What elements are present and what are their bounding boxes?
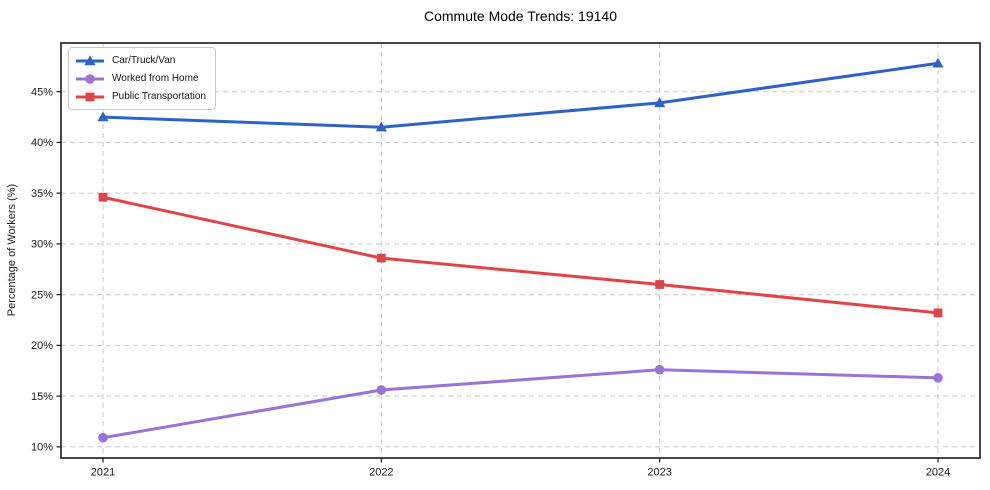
legend-square-icon bbox=[76, 92, 104, 101]
square-marker bbox=[376, 253, 386, 263]
triangle-marker bbox=[932, 57, 944, 68]
legend: Car/Truck/Van Worked from Home Public Tran… bbox=[68, 47, 216, 110]
y-tick-label: 30% bbox=[31, 239, 53, 251]
y-tick-label: 45% bbox=[31, 87, 53, 99]
series-line bbox=[101, 195, 940, 315]
circle-marker bbox=[933, 373, 943, 383]
legend-item: Public Transportation bbox=[76, 89, 206, 104]
series-line bbox=[101, 61, 940, 129]
x-tick-label: 2023 bbox=[647, 467, 671, 479]
triangle-marker bbox=[375, 121, 387, 132]
square-marker bbox=[85, 92, 95, 101]
circle-marker bbox=[654, 364, 665, 375]
triangle-marker bbox=[97, 111, 109, 122]
circle-marker bbox=[98, 432, 108, 443]
legend-label: Worked from Home bbox=[112, 73, 199, 84]
plot-frame bbox=[60, 42, 981, 459]
y-axis-label: Percentage of Workers (%) bbox=[6, 184, 18, 316]
square-marker bbox=[933, 308, 943, 318]
legend-item: Worked from Home bbox=[76, 71, 206, 86]
circle-marker bbox=[85, 73, 95, 84]
legend-label: Car/Truck/Van bbox=[112, 55, 176, 66]
square-marker bbox=[655, 280, 665, 289]
legend-triangle-icon bbox=[76, 54, 104, 65]
y-tick-label: 15% bbox=[31, 391, 53, 403]
y-tick-label: 40% bbox=[31, 137, 53, 149]
x-tick-label: 2024 bbox=[926, 467, 950, 479]
legend-circle-icon bbox=[76, 73, 104, 84]
y-tick-label: 20% bbox=[31, 340, 53, 352]
series-line bbox=[101, 368, 940, 440]
triangle-marker bbox=[654, 97, 666, 108]
legend-label: Public Transportation bbox=[112, 91, 206, 102]
chart-title: Commute Mode Trends: 19140 bbox=[424, 8, 617, 24]
x-tick-label: 2021 bbox=[91, 467, 115, 479]
triangle-marker bbox=[84, 54, 96, 65]
y-tick-label: 10% bbox=[31, 442, 53, 454]
x-tick-label: 2022 bbox=[369, 467, 393, 479]
circle-marker bbox=[376, 385, 387, 395]
y-tick-label: 35% bbox=[31, 188, 53, 200]
square-marker bbox=[98, 192, 108, 202]
legend-item: Car/Truck/Van bbox=[76, 53, 206, 68]
y-tick-label: 25% bbox=[31, 289, 53, 301]
